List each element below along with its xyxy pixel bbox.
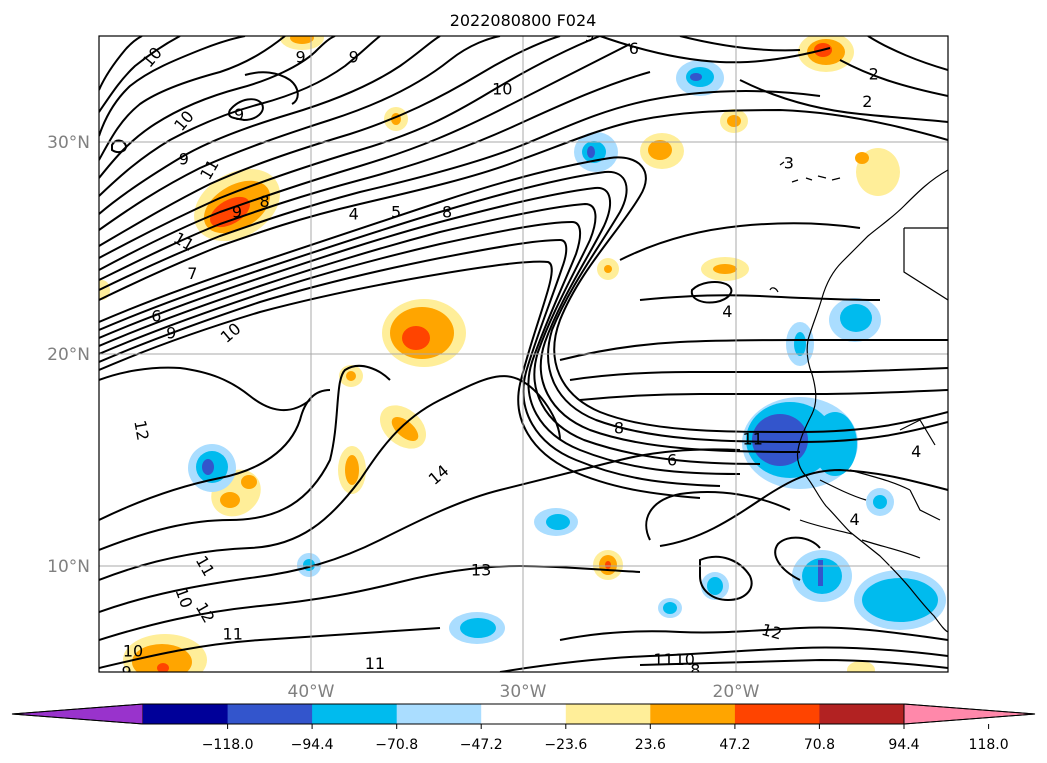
contour-label: 9 — [232, 203, 242, 222]
latitude-labels: 30°N 20°N 10°N — [47, 133, 90, 577]
contour-label: 12 — [130, 419, 152, 442]
colorbar-extend-min — [11, 703, 144, 725]
contour-label: 9 — [166, 323, 176, 342]
contour-label: 10 — [492, 80, 512, 99]
lon-label-20w: 20°W — [713, 682, 760, 702]
colorbar-swatch — [565, 704, 651, 724]
contour-label: 10 — [675, 650, 695, 669]
colorbar-swatch — [396, 704, 482, 724]
lon-label-30w: 30°W — [500, 682, 547, 702]
colorbar-swatch — [650, 704, 736, 724]
colorbar-tick-label: −94.4 — [291, 737, 334, 753]
colorbar-swatch — [819, 704, 905, 724]
map-title: 2022080800 F024 — [450, 11, 597, 30]
colorbar-swatch — [143, 704, 229, 724]
lat-label-20n: 20°N — [47, 345, 90, 365]
contour-label: 5 — [391, 203, 401, 222]
colorbar-tick-label: 94.4 — [888, 737, 919, 753]
colorbar-tick-label: 23.6 — [635, 737, 666, 753]
contour-label: 8 — [260, 192, 270, 211]
colorbar-extend-max — [903, 703, 1036, 725]
contour-label: 10 — [123, 641, 143, 660]
contour-label: 9 — [349, 48, 359, 67]
contour-label: 9 — [122, 663, 132, 682]
colorbar-tick-label: 70.8 — [804, 737, 835, 753]
contour-label: 11 — [653, 650, 673, 669]
colorbar: −118.0 −94.4 −70.8 −47.2 −23.6 23.6 47.2 70.8 94… — [11, 703, 1036, 753]
colorbar-tick-label: −118.0 — [202, 737, 254, 753]
colorbar-outline — [11, 703, 1036, 725]
contour-label: 4 — [349, 205, 359, 224]
contour-label: 9 — [584, 27, 594, 46]
contour-label: 9 — [179, 150, 189, 169]
contour-label: 7 — [187, 264, 197, 283]
contour-label: 6 — [667, 451, 677, 470]
map-frame — [98, 35, 949, 673]
contour-label: 2 — [862, 92, 872, 111]
contour-label: 12 — [760, 620, 785, 644]
contour-label: 8 — [614, 419, 624, 438]
contour-label: 8 — [690, 660, 700, 679]
colorbar-swatch — [481, 704, 567, 724]
colorbar-swatch — [312, 704, 398, 724]
lat-label-30n: 30°N — [47, 133, 90, 153]
contour-label: 4 — [911, 442, 921, 461]
contour-label: 4 — [722, 302, 732, 321]
contour-label: 3 — [784, 154, 794, 173]
contour-label: 6 — [629, 39, 639, 58]
colorbar-tick-label: −70.8 — [375, 737, 418, 753]
contour-label: 11 — [223, 624, 243, 643]
contour-label: 9 — [234, 105, 244, 124]
colorbar-tick-label: −23.6 — [544, 737, 587, 753]
colorbar-swatch — [227, 704, 313, 724]
contour-label: 2 — [869, 65, 879, 84]
lon-label-40w: 40°W — [288, 682, 335, 702]
contour-lines — [99, 36, 948, 672]
contour-label: 4 — [850, 510, 860, 529]
contour-label: 13 — [471, 561, 491, 580]
contour-label: 8 — [442, 203, 452, 222]
longitude-labels: 40°W 30°W 20°W — [288, 682, 760, 702]
colorbar-swatch — [734, 704, 820, 724]
contour-label: 11 — [743, 429, 763, 448]
contour-label: 6 — [151, 306, 161, 325]
gridlines — [99, 36, 948, 672]
lat-label-10n: 10°N — [47, 557, 90, 577]
coastline — [769, 161, 948, 633]
colorbar-tick-label: −47.2 — [460, 737, 503, 753]
colorbar-tick-label: 47.2 — [719, 737, 750, 753]
contour-label: 9 — [296, 48, 306, 67]
colorbar-tick-label: 118.0 — [969, 737, 1009, 753]
contour-label: 11 — [365, 654, 385, 673]
